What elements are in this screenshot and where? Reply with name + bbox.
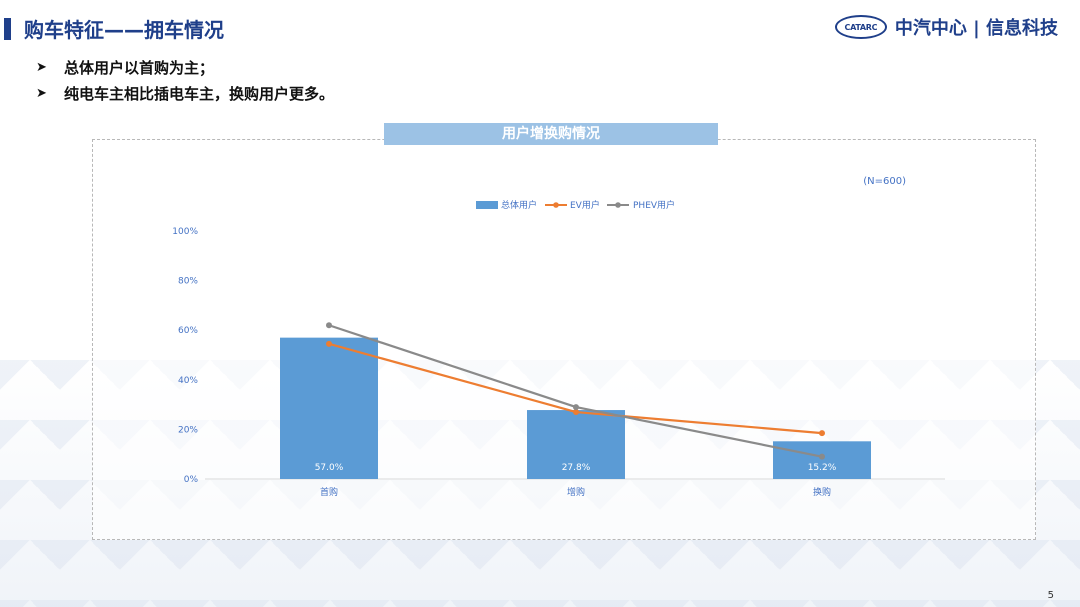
bar-data-label: 57.0% <box>315 463 344 473</box>
bar-data-label: 27.8% <box>562 463 591 473</box>
bar-data-label: 15.2% <box>808 463 837 473</box>
bullet-text: 纯电车主相比插电车主，换购用户更多。 <box>64 84 335 103</box>
legend-swatch-overall <box>476 201 498 209</box>
legend-marker-ev <box>553 202 559 208</box>
page-title: 购车特征——拥车情况 <box>24 18 224 42</box>
y-tick-label: 100% <box>172 227 198 237</box>
bullet-list: ➤ 总体用户以首购为主； ➤ 纯电车主相比插电车主，换购用户更多。 <box>36 54 334 106</box>
page-number: 5 <box>1047 590 1054 601</box>
bar-1 <box>280 337 378 479</box>
y-tick-label: 40% <box>178 376 198 386</box>
chart-title: 用户增换购情况 <box>384 123 718 145</box>
ev-point <box>326 340 332 347</box>
phev-point <box>326 322 332 329</box>
legend-label-ev: EV用户 <box>570 199 600 211</box>
y-tick-label: 0% <box>184 475 199 485</box>
legend-label-phev: PHEV用户 <box>633 199 675 211</box>
y-tick-label: 20% <box>178 425 198 435</box>
x-category-label: 首购 <box>320 486 338 498</box>
x-category-label: 换购 <box>813 486 831 498</box>
bullet-item: ➤ 总体用户以首购为主； <box>36 54 334 80</box>
y-tick-label: 60% <box>178 326 198 336</box>
phev-point <box>573 404 579 411</box>
y-tick-label: 80% <box>178 277 198 287</box>
bullet-text: 总体用户以首购为主； <box>64 58 215 77</box>
ev-point <box>573 409 579 416</box>
x-category-label: 增购 <box>567 486 585 498</box>
catarc-logo-icon: CATARC <box>834 15 887 39</box>
bar-3 <box>773 441 871 479</box>
bar-2 <box>527 410 625 479</box>
arrow-bullet-icon: ➤ <box>36 85 47 101</box>
phev-point <box>819 453 825 460</box>
bullet-item: ➤ 纯电车主相比插电车主，换购用户更多。 <box>36 80 334 106</box>
header-accent-bar <box>4 18 11 40</box>
brand: CATARC 中汽中心 | 信息科技 <box>834 14 1058 40</box>
brand-text: 中汽中心 | 信息科技 <box>894 18 1058 39</box>
arrow-bullet-icon: ➤ <box>36 59 47 75</box>
sample-size-note: (N=600) <box>863 176 906 187</box>
legend-label-overall: 总体用户 <box>501 199 537 211</box>
ev-point <box>819 430 825 437</box>
legend-marker-phev <box>615 202 621 208</box>
